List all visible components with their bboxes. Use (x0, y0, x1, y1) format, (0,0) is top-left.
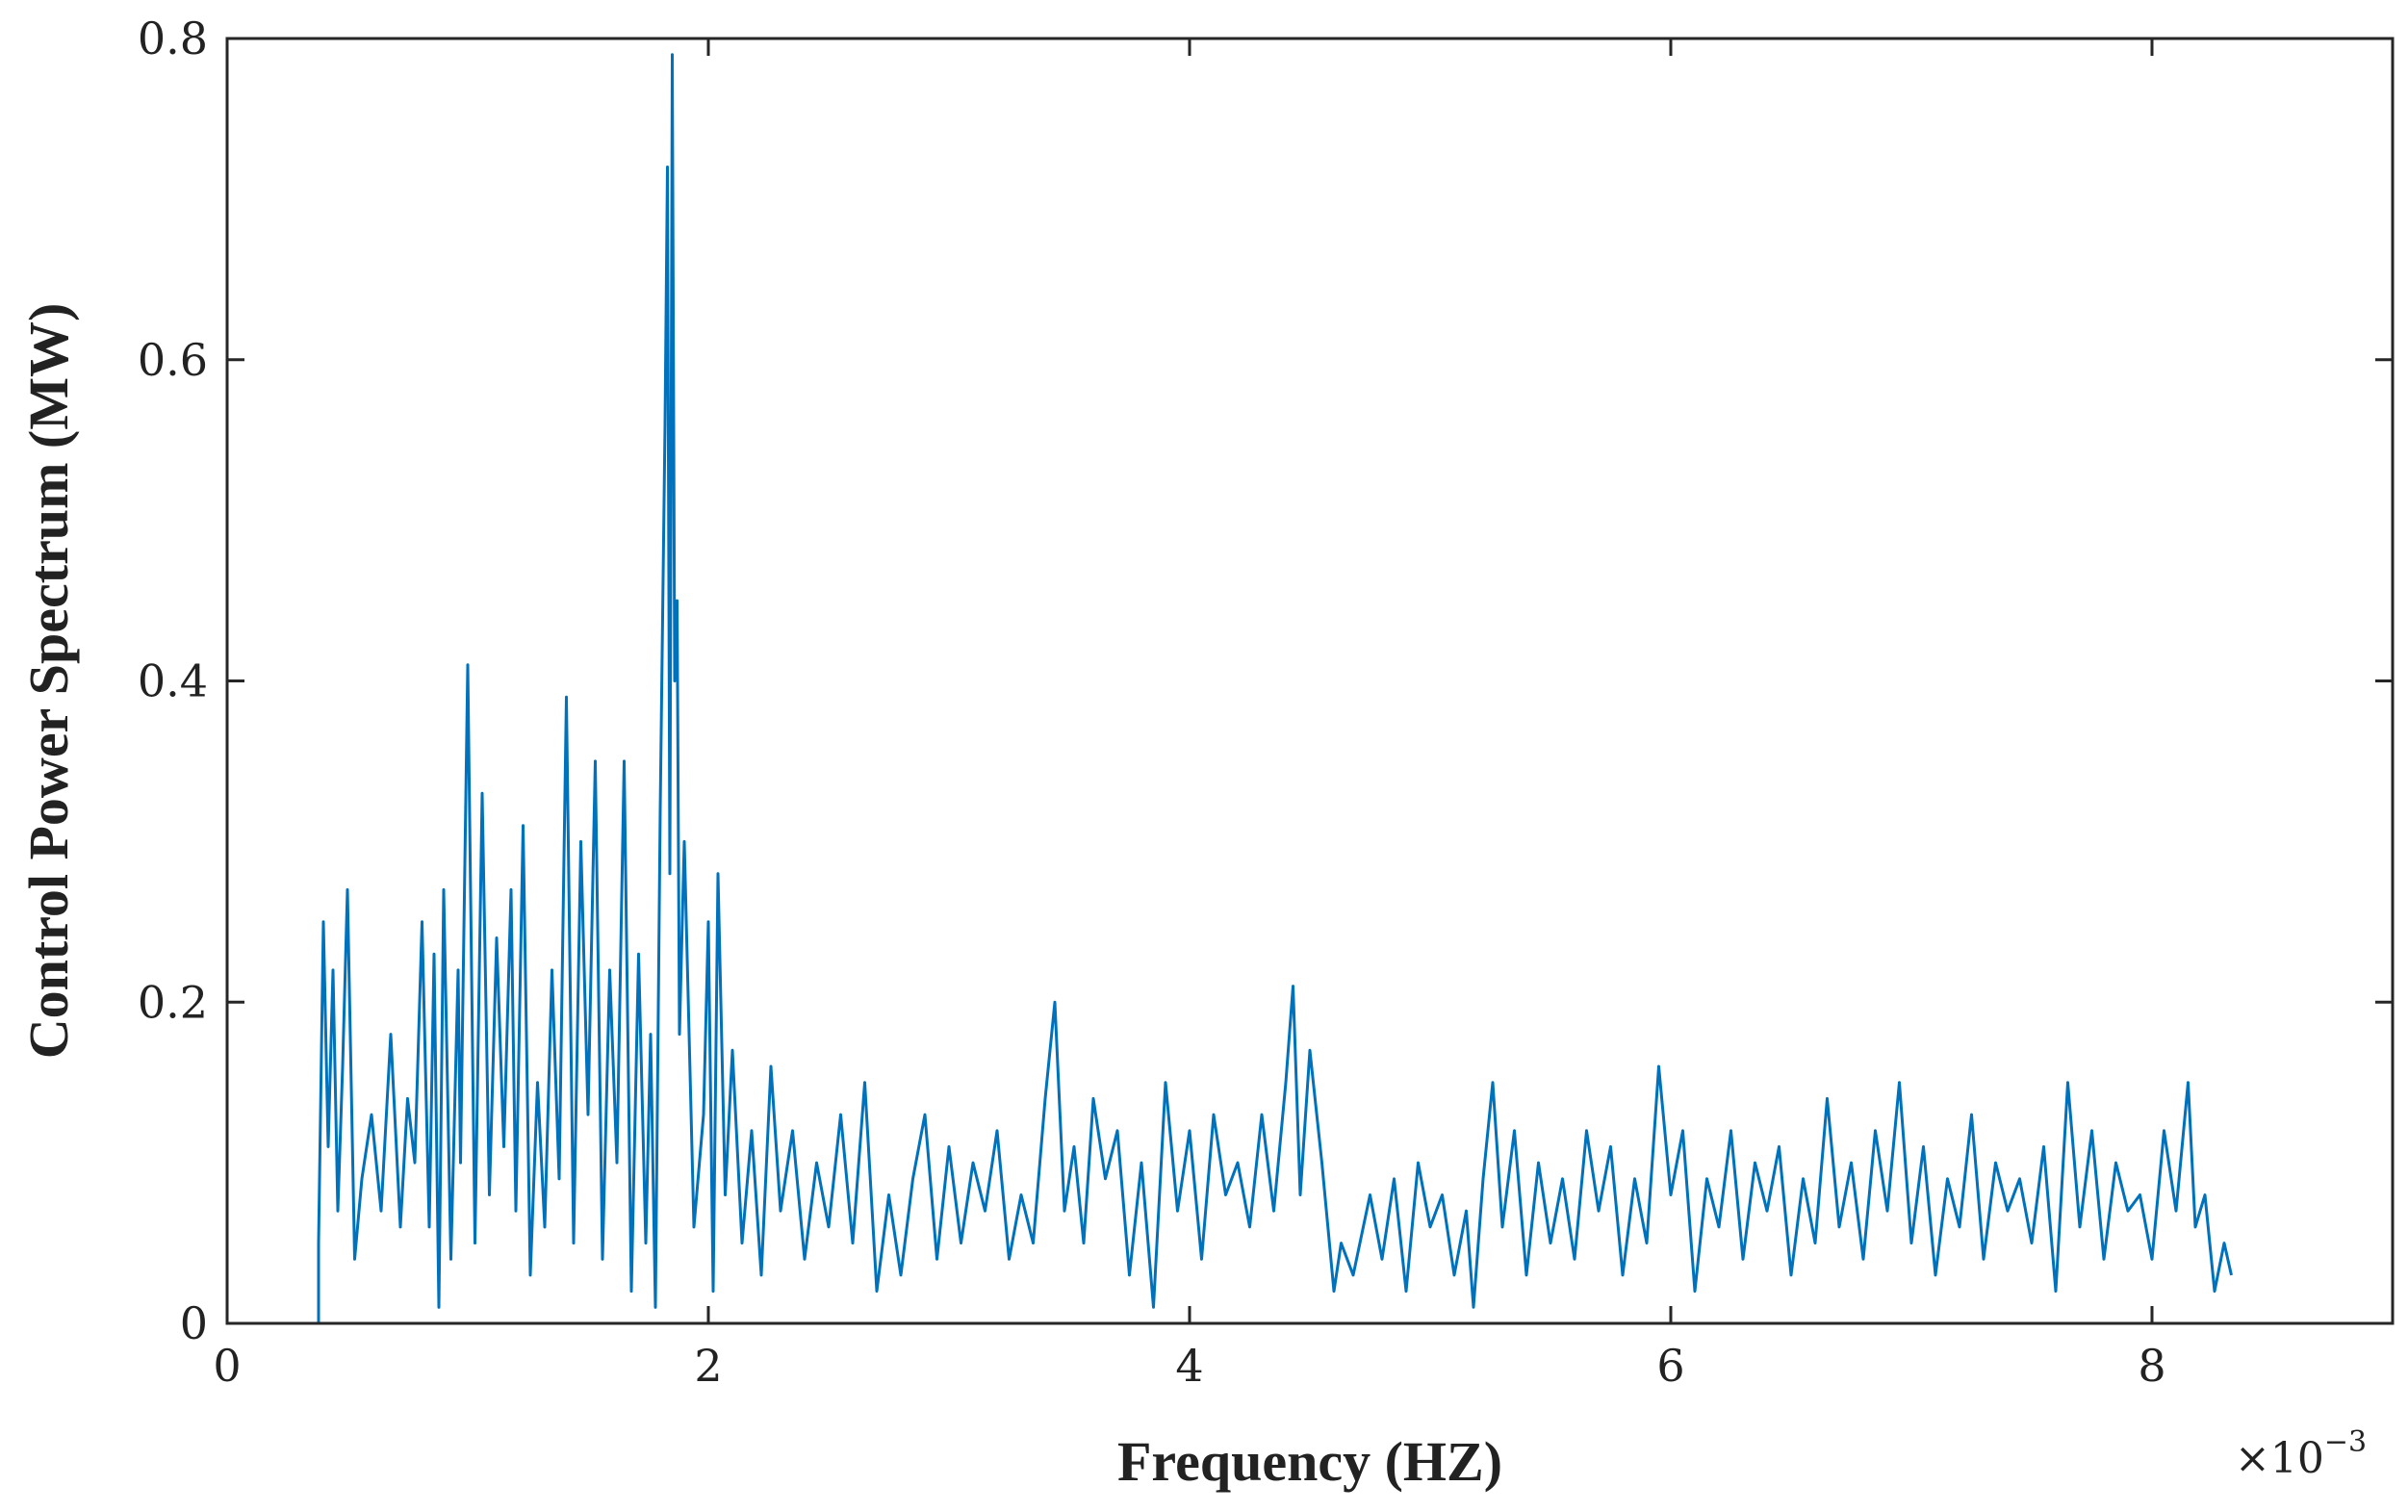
tick-layer: 0 2 4 6 8 0 0.2 0.4 0.6 0.8 (138, 13, 2393, 1392)
y-tick-label-4: 0.8 (138, 13, 208, 64)
y-tick-label-2: 0.4 (138, 655, 208, 707)
x-axis-exponent-label: ×10−3 (2235, 1425, 2367, 1483)
x-tick-label-2: 4 (1175, 1340, 1203, 1392)
y-tick-label-1: 0.2 (138, 976, 208, 1028)
x-tick-label-0: 0 (213, 1340, 241, 1392)
series-layer (227, 53, 2233, 1325)
y-tick-label-3: 0.6 (138, 334, 208, 386)
y-axis-title: Control Power Spectrum (MW) (17, 303, 80, 1060)
x-exponent-power: −3 (2324, 1425, 2367, 1459)
x-exponent-base: ×10 (2235, 1434, 2324, 1483)
y-tick-label-0: 0 (180, 1297, 208, 1349)
x-tick-label-1: 2 (694, 1340, 722, 1392)
x-axis-title: Frequency (HZ) (1117, 1430, 1502, 1493)
series-line-1 (227, 53, 2233, 1325)
x-tick-label-4: 8 (2138, 1340, 2165, 1392)
x-tick-label-3: 6 (1656, 1340, 1684, 1392)
